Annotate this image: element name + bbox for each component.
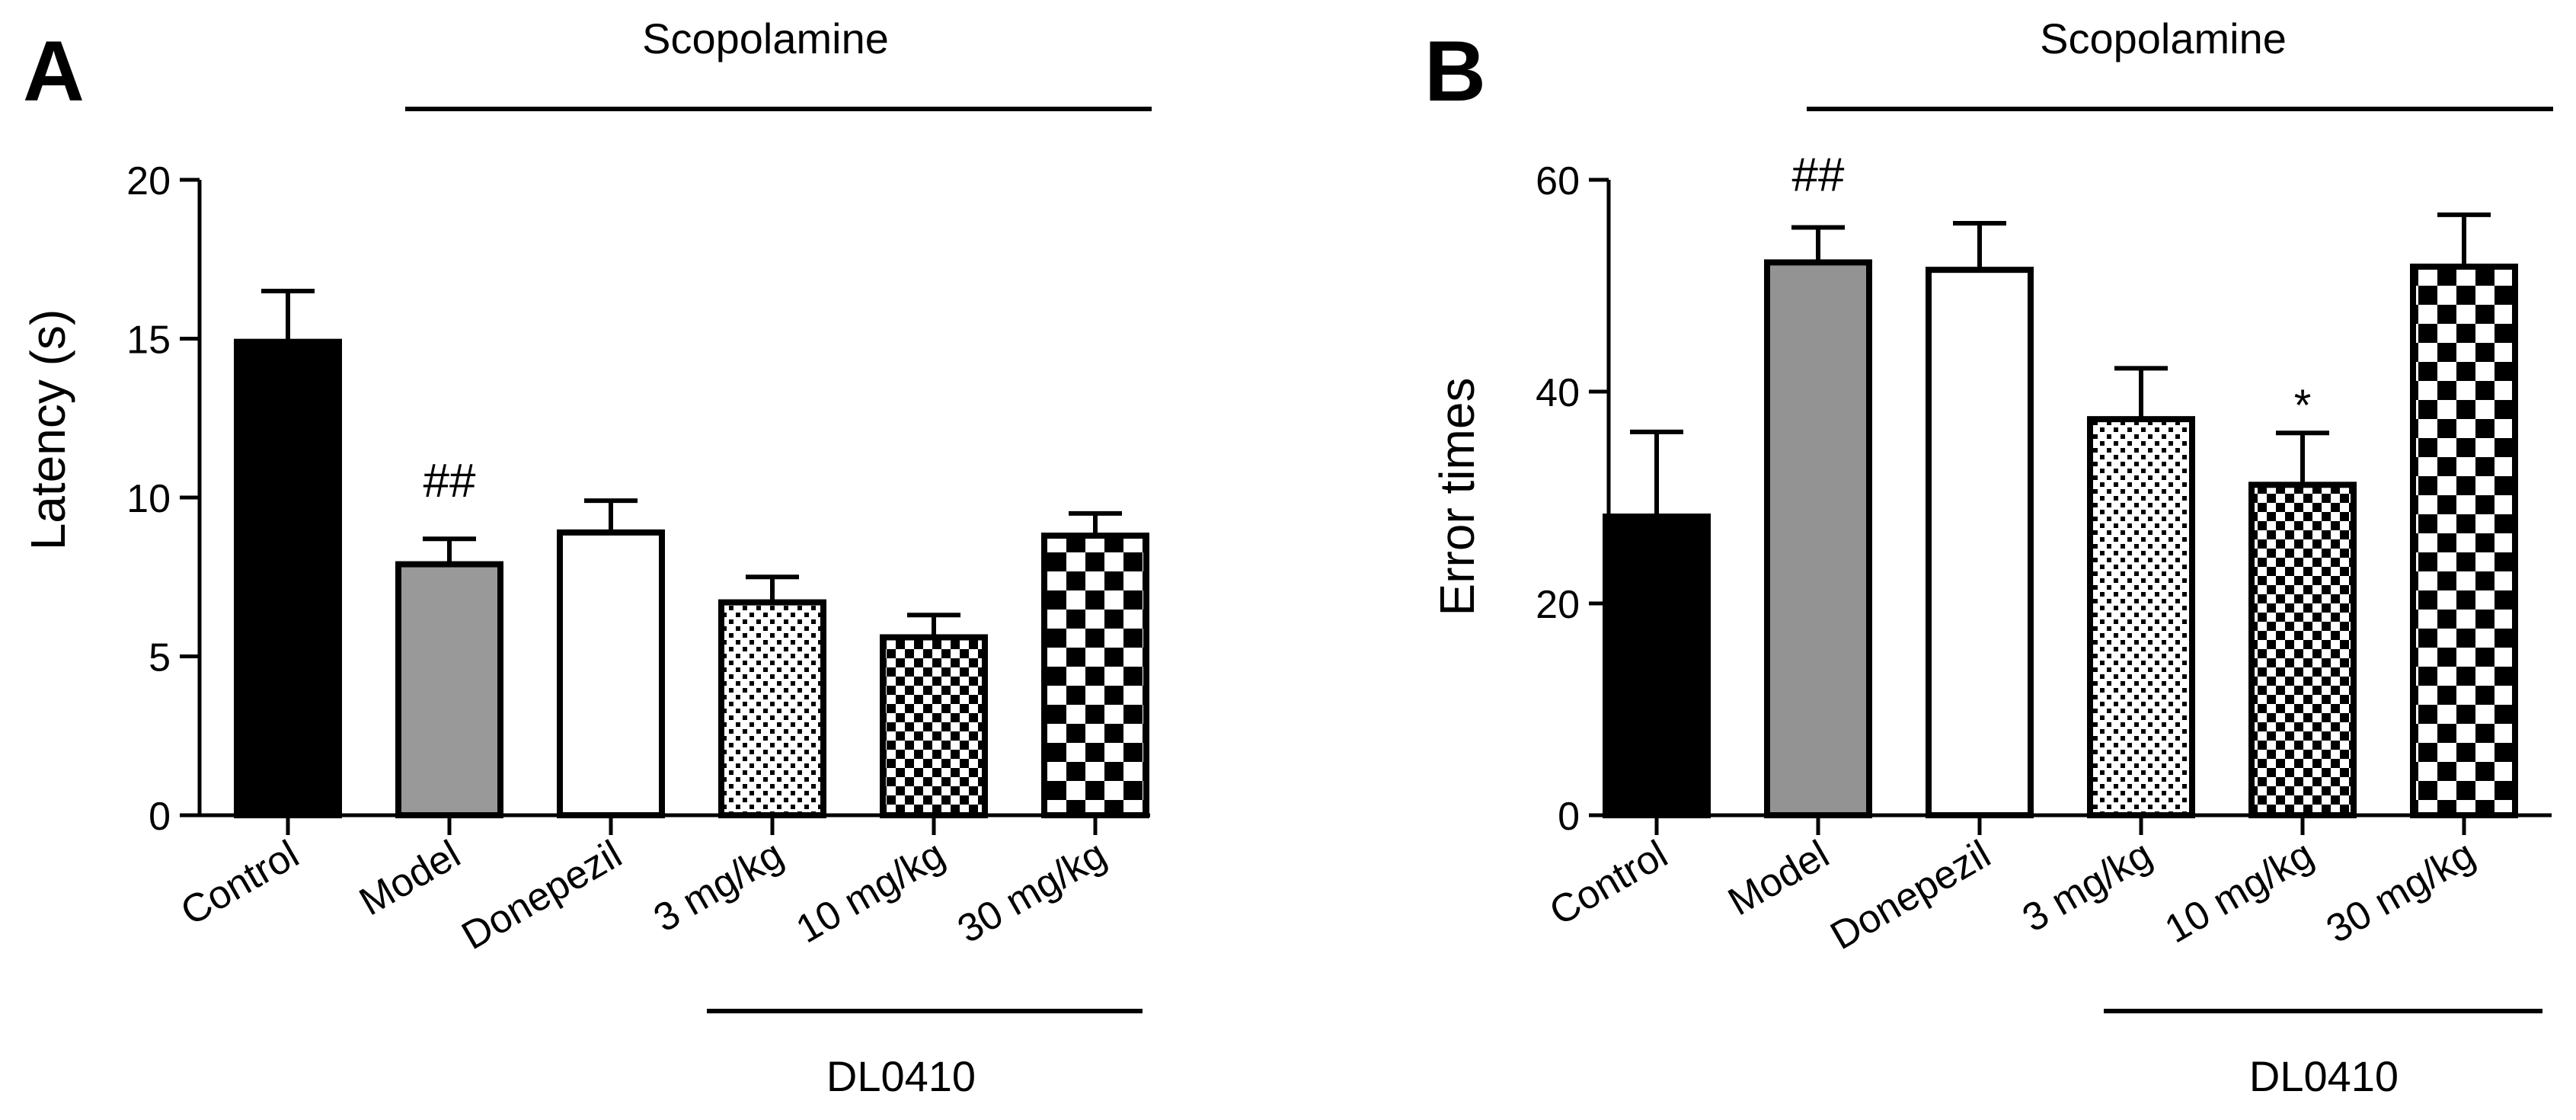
significance-annotation: * (2294, 381, 2312, 430)
error-bars-layer (1630, 212, 2491, 517)
y-tick-label: 20 (1536, 583, 1580, 627)
significance-annotation: ## (1792, 149, 1845, 202)
y-tick-label: 15 (126, 318, 171, 363)
treatment-label: Scopolamine (2040, 14, 2287, 62)
y-axis-title-wrap: Latency (s) (21, 309, 75, 551)
x-tick-label: Model (1721, 832, 1836, 924)
bar-4 (2248, 482, 2357, 818)
bar-3 (718, 599, 826, 818)
y-ticks-layer: 0 20 40 60 (1536, 159, 1609, 839)
treatment-label: Scopolamine (642, 14, 889, 62)
bar-3 (2087, 416, 2195, 818)
y-axis-title: Latency (s) (21, 309, 75, 551)
x-tick-label: 3 mg/kg (2015, 832, 2159, 941)
bar-5 (2410, 263, 2518, 819)
x-tick-label: Control (174, 832, 306, 934)
group-label: DL0410 (826, 1052, 976, 1100)
bars-layer (234, 338, 1149, 819)
bar-2 (557, 529, 665, 818)
x-tick-label: 10 mg/kg (789, 832, 952, 952)
bars-layer (1603, 259, 2518, 819)
y-tick-label: 0 (1558, 795, 1580, 839)
panel-label: B (1424, 24, 1486, 119)
x-tick-label: 3 mg/kg (647, 832, 791, 941)
y-tick-label: 0 (149, 795, 171, 839)
x-tick-label: Donepezil (1823, 832, 1998, 958)
significance-annotation: ## (423, 455, 476, 507)
group-label: DL0410 (2249, 1052, 2399, 1100)
annotations-layer: ## (423, 455, 476, 507)
bar-2 (1926, 267, 2034, 818)
y-axis-title: Error times (1430, 378, 1485, 616)
y-tick-label: 60 (1536, 159, 1580, 203)
y-tick-label: 5 (149, 636, 171, 680)
y-tick-label: 20 (126, 159, 171, 203)
x-tick-label: Donepezil (455, 832, 629, 958)
bar-5 (1041, 533, 1149, 818)
y-tick-label: 10 (126, 477, 171, 521)
bar-1 (1764, 259, 1872, 819)
x-tick-label: 30 mg/kg (2319, 832, 2482, 952)
bar-1 (395, 561, 503, 818)
y-tick-label: 40 (1536, 371, 1580, 415)
x-tick-label: Control (1542, 832, 1675, 934)
error-bars-layer (261, 288, 1122, 638)
bar-4 (880, 634, 988, 818)
x-tick-label: 30 mg/kg (951, 832, 1114, 952)
x-tick-label: 10 mg/kg (2158, 832, 2321, 952)
x-tick-label: Model (352, 832, 468, 924)
y-axis-title-wrap: Error times (1430, 378, 1485, 616)
panel-label: A (23, 24, 85, 119)
annotations-layer: ## * (1792, 149, 2312, 431)
panel-a: A Scopolamine Latency (s) ## 0 5 10 15 20 Co… (21, 14, 1152, 1100)
bar-0 (1603, 514, 1711, 819)
panel-b: B Scopolamine Error times ## * 0 20 40 60 Co… (1424, 14, 2553, 1100)
bar-0 (234, 338, 342, 819)
y-ticks-layer: 0 5 10 15 20 (126, 159, 200, 839)
